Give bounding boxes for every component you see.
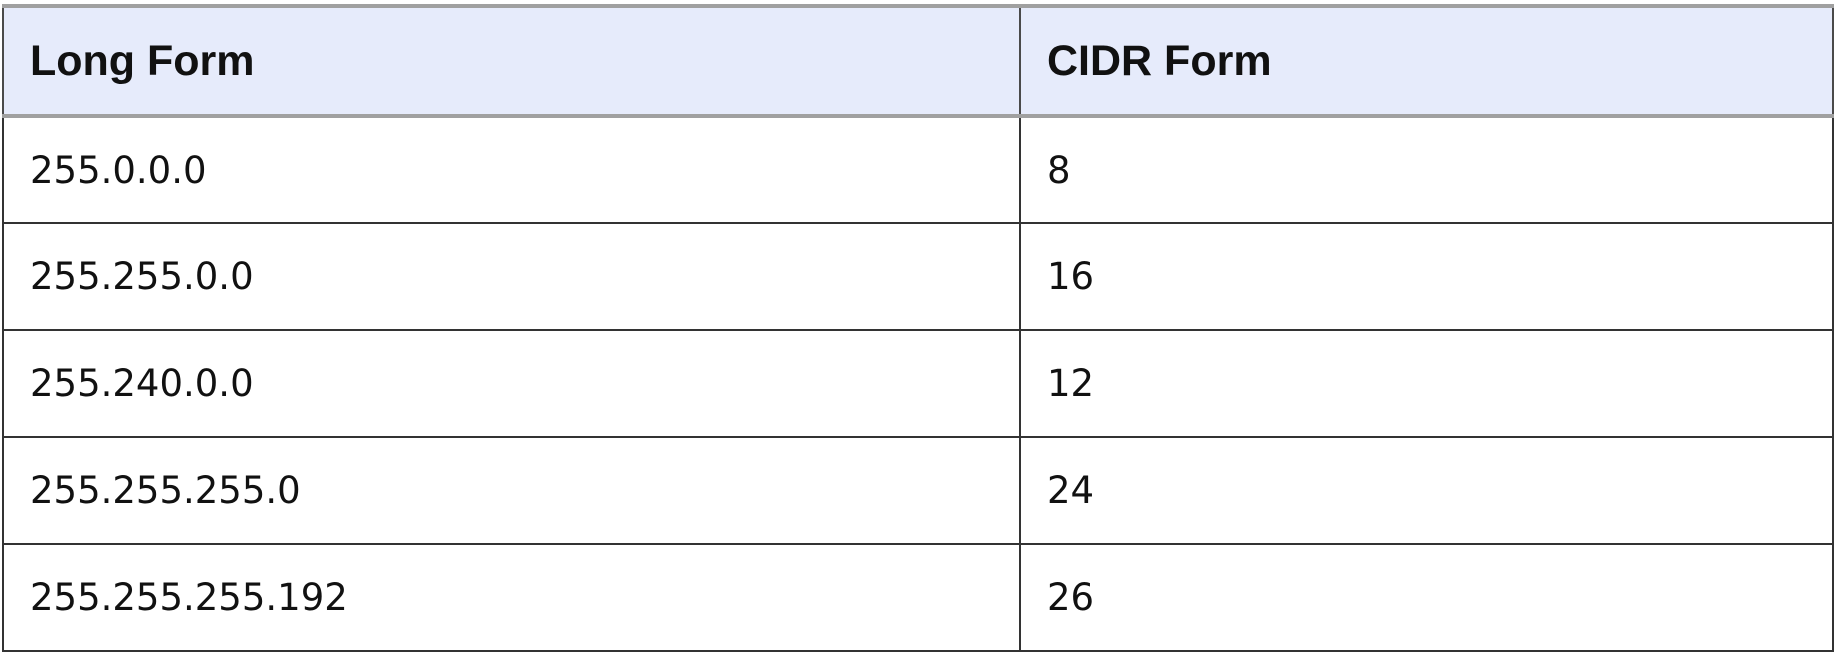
table-row: 255.255.255.192 26 — [2, 543, 1834, 652]
table-row: 255.0.0.0 8 — [2, 115, 1834, 224]
cidr-form-cell: 16 — [1019, 222, 1834, 331]
long-form-cell: 255.0.0.0 — [2, 115, 1021, 224]
column-header-long-form: Long Form — [2, 4, 1021, 118]
long-form-cell: 255.255.0.0 — [2, 222, 1021, 331]
table-row: 255.255.255.0 24 — [2, 436, 1834, 545]
table-row: 255.255.0.0 16 — [2, 222, 1834, 331]
cidr-form-cell: 12 — [1019, 329, 1834, 438]
column-header-cidr-form: CIDR Form — [1019, 4, 1834, 118]
table-header: Long Form CIDR Form — [2, 4, 1834, 118]
table-row: 255.240.0.0 12 — [2, 329, 1834, 438]
long-form-cell: 255.240.0.0 — [2, 329, 1021, 438]
subnet-mask-table: Long Form CIDR Form 255.0.0.0 8 255.255.… — [2, 4, 1834, 652]
table-body: 255.0.0.0 8 255.255.0.0 16 255.240.0.0 1… — [2, 115, 1834, 652]
cidr-form-cell: 26 — [1019, 543, 1834, 652]
long-form-cell: 255.255.255.0 — [2, 436, 1021, 545]
cidr-form-cell: 24 — [1019, 436, 1834, 545]
header-row: Long Form CIDR Form — [2, 4, 1834, 118]
cidr-table: Long Form CIDR Form 255.0.0.0 8 255.255.… — [2, 4, 1834, 652]
long-form-cell: 255.255.255.192 — [2, 543, 1021, 652]
cidr-form-cell: 8 — [1019, 115, 1834, 224]
